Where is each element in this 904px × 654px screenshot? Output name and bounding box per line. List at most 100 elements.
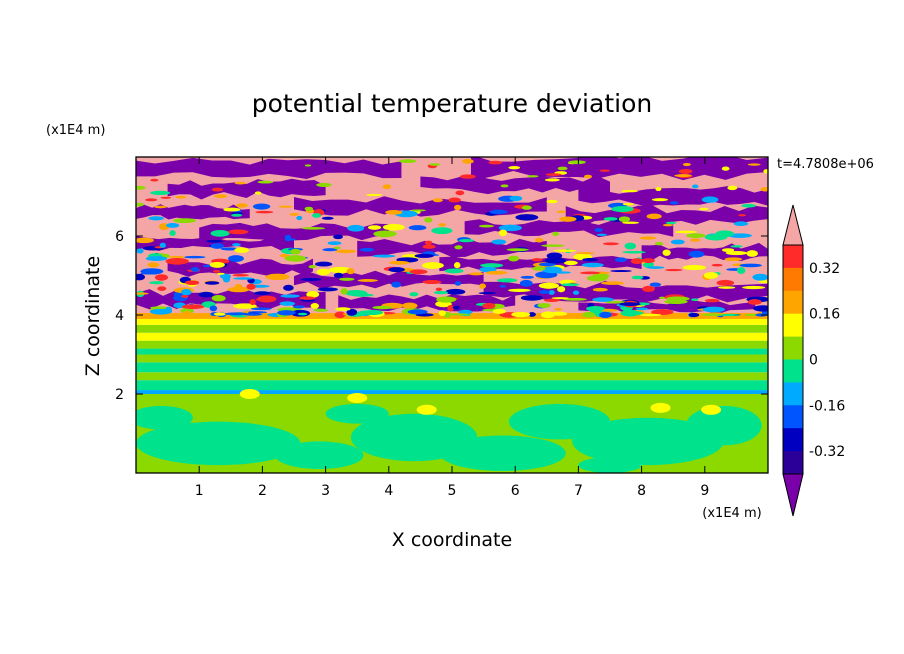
field-speck: [445, 288, 466, 295]
field-speck: [398, 159, 417, 164]
field-patch: [347, 392, 368, 403]
field-speck: [546, 199, 558, 204]
field-speck: [622, 250, 646, 254]
field-speck: [739, 263, 762, 268]
field-speck: [479, 266, 497, 273]
field-speck: [301, 227, 326, 230]
field-speck: [154, 205, 167, 209]
field-speck: [284, 255, 307, 262]
field-speck: [292, 305, 305, 309]
field-speck: [424, 240, 433, 245]
field-speck: [665, 296, 690, 302]
x-tick-label: 5: [448, 483, 457, 499]
field-speck: [730, 245, 743, 248]
field-speck: [498, 229, 508, 237]
field-speck: [150, 306, 169, 310]
field-speck: [544, 298, 560, 303]
field-patch: [416, 404, 437, 415]
colorbar-segment: [783, 313, 803, 338]
field-speck: [491, 239, 507, 245]
field-speck: [136, 185, 146, 190]
field-speck: [519, 279, 533, 287]
colorbar-segment: [783, 359, 803, 383]
field-speck: [231, 243, 241, 247]
field-speck: [747, 163, 761, 166]
field-speck: [335, 249, 357, 254]
field-speck: [346, 308, 358, 316]
field-speck: [718, 286, 736, 289]
field-speck: [540, 311, 555, 319]
field-speck: [701, 313, 724, 317]
field-speck: [136, 237, 154, 244]
field-speck: [202, 264, 213, 268]
field-speck: [165, 306, 173, 314]
field-speck: [233, 277, 254, 280]
field-speck: [453, 262, 461, 269]
field-speck: [360, 310, 384, 316]
field-speck: [763, 169, 768, 174]
field-speck: [220, 247, 239, 251]
field-speck: [333, 234, 343, 240]
field-speck: [658, 296, 666, 299]
field-speck: [159, 242, 166, 248]
field-blob: [572, 417, 724, 466]
field-speck: [300, 277, 322, 281]
field-speck: [438, 223, 447, 227]
colorbar-frame: [782, 244, 804, 475]
field-speck: [454, 245, 463, 250]
field-speck: [216, 272, 225, 275]
field-speck: [316, 268, 331, 276]
field-streak: [464, 219, 674, 238]
field-speck: [704, 234, 728, 241]
field-speck: [278, 205, 293, 208]
field-speck: [552, 231, 560, 237]
field-speck: [372, 305, 393, 310]
field-speck: [747, 299, 762, 305]
field-speck: [568, 160, 586, 165]
field-speck: [583, 174, 593, 179]
field-speck: [582, 311, 595, 318]
field-speck: [452, 305, 460, 310]
field-speck: [548, 290, 555, 296]
field-speck: [554, 308, 563, 311]
field-speck: [333, 246, 341, 250]
field-speck: [180, 289, 192, 296]
field-speck: [506, 248, 529, 252]
field-speck: [313, 308, 328, 312]
field-speck: [280, 294, 300, 298]
field-speck: [249, 299, 256, 306]
field-speck: [136, 248, 144, 254]
field-speck: [728, 233, 752, 238]
field-speck: [454, 281, 462, 286]
field-speck: [214, 194, 228, 199]
field-speck: [618, 216, 631, 223]
field-speck: [317, 287, 338, 292]
field-speck: [541, 244, 565, 247]
field-speck: [594, 227, 603, 233]
field-speck: [308, 265, 317, 269]
field-speck: [328, 266, 353, 274]
field-speck: [651, 309, 674, 316]
field-speck: [520, 295, 543, 301]
field-blob: [275, 441, 364, 470]
field-speck: [234, 247, 249, 253]
field-patch: [650, 402, 671, 413]
field-speck: [515, 214, 539, 221]
field-speck: [496, 278, 518, 283]
field-speck: [234, 181, 247, 185]
field-speck: [630, 258, 644, 265]
field-speck: [721, 166, 730, 171]
field-speck: [753, 305, 768, 312]
field-speck: [304, 206, 314, 211]
field-speck: [678, 168, 693, 174]
y-tick-label: 2: [115, 387, 124, 403]
field-speck: [560, 283, 580, 287]
field-speck: [455, 190, 465, 196]
field-speck: [509, 195, 523, 202]
field-speck: [346, 268, 355, 275]
field-speck: [537, 303, 551, 308]
field-speck: [136, 273, 146, 281]
field-speck: [622, 221, 640, 224]
field-speck: [150, 190, 171, 195]
field-speck: [433, 290, 448, 295]
